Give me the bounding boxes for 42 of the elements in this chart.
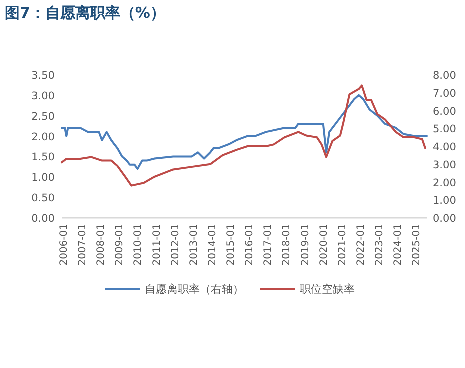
y-tick-label: 3.00 — [32, 90, 55, 102]
x-tick-label: 2024-01 — [393, 224, 404, 266]
x-tick-label: 2012-01 — [170, 224, 182, 266]
x-tick-label: 2018-01 — [282, 224, 293, 266]
x-tick-label: 2009-01 — [114, 224, 126, 266]
line-series — [61, 94, 428, 170]
y2-tick-label: 6.00 — [433, 106, 456, 118]
y-tick-label: 3.50 — [32, 70, 55, 82]
y2-tick-label: 4.00 — [433, 142, 456, 154]
x-tick-label: 2016-01 — [244, 224, 256, 266]
y2-tick-label: 1.00 — [433, 195, 456, 208]
x-tick-label: 2011-01 — [152, 224, 163, 266]
chart-title: 图7：自愿离职率（%） — [5, 4, 166, 22]
y2-tick-label: 8.00 — [433, 70, 456, 82]
x-tick-label: 2014-01 — [207, 224, 218, 266]
y-tick-label: 2.50 — [32, 110, 55, 123]
legend-label: 自愿离职率（右轴） — [145, 283, 244, 296]
legend-label: 职位空缺率 — [300, 283, 355, 296]
y2-tick-label: 2.00 — [433, 177, 456, 190]
x-tick-label: 2015-01 — [226, 224, 238, 266]
y-tick-label: 2.00 — [32, 131, 55, 144]
x-tick-label: 2020-01 — [318, 224, 330, 266]
y-tick-label: 1.50 — [32, 152, 55, 164]
x-tick-label: 2017-01 — [263, 224, 274, 266]
x-tick-label: 2008-01 — [96, 224, 108, 266]
x-tick-label: 2022-01 — [356, 224, 367, 266]
x-tick-label: 2021-01 — [337, 224, 348, 266]
y-tick-label: 1.00 — [32, 172, 55, 184]
y2-tick-label: 3.00 — [433, 159, 456, 172]
x-tick-label: 2007-01 — [78, 224, 89, 266]
y2-tick-label: 7.00 — [433, 88, 456, 100]
y2-tick-label: 5.00 — [433, 124, 456, 136]
y-tick-label: 0.50 — [32, 192, 55, 205]
line-series — [61, 84, 426, 187]
x-tick-label: 2013-01 — [188, 224, 200, 266]
y2-tick-label: 0.00 — [433, 213, 456, 225]
x-tick-label: 2006-01 — [59, 224, 70, 266]
x-tick-label: 2025-01 — [412, 224, 423, 266]
x-tick-label: 2010-01 — [133, 224, 144, 266]
x-tick-label: 2019-01 — [300, 224, 312, 266]
x-tick-label: 2023-01 — [374, 224, 386, 266]
y-tick-label: 0.00 — [32, 213, 55, 225]
